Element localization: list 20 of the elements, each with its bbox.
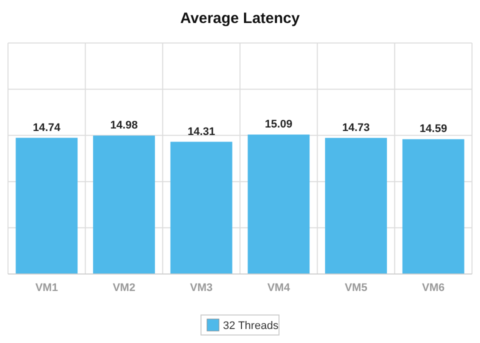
data-label: 14.31 (188, 126, 216, 138)
data-label: 15.09 (264, 118, 292, 131)
legend-label: 32 Threads (223, 320, 279, 332)
x-tick-label: VM5 (344, 282, 368, 294)
bar (93, 136, 155, 274)
bar (248, 134, 310, 274)
bar (170, 142, 232, 274)
x-tick-label: VM4 (267, 282, 291, 294)
data-label: 14.98 (110, 120, 138, 132)
bar (325, 138, 387, 274)
data-label: 14.59 (420, 123, 448, 136)
x-tick-label: VM6 (422, 282, 445, 294)
chart-title: Average Latency (180, 10, 300, 27)
x-tick-label: VM2 (112, 282, 136, 294)
data-label: 14.73 (342, 122, 370, 134)
x-tick-label: VM1 (35, 282, 58, 294)
data-label: 14.74 (32, 122, 62, 134)
bar (402, 139, 464, 274)
bar (16, 138, 78, 274)
x-tick-label: VM3 (190, 282, 213, 294)
